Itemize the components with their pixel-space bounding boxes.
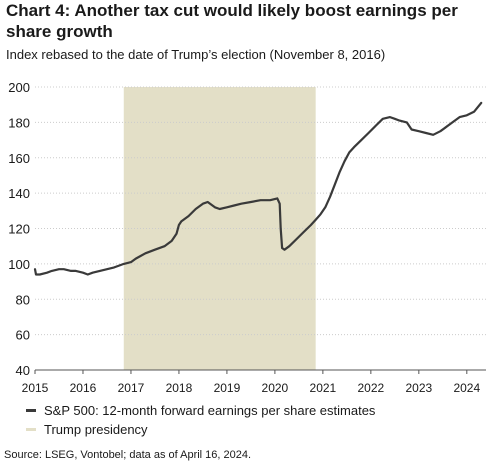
x-tick-label-2024: 2024 <box>453 381 480 395</box>
legend-label-presidency: Trump presidency <box>44 421 148 437</box>
y-tick-label-200: 200 <box>8 80 30 95</box>
legend-item-presidency: Trump presidency <box>26 420 375 439</box>
x-tick-label-2020: 2020 <box>262 381 289 395</box>
x-tick-label-2015: 2015 <box>22 381 49 395</box>
y-tick-label-140: 140 <box>8 186 30 201</box>
x-tick-label-2023: 2023 <box>405 381 432 395</box>
chart-legend: S&P 500: 12-month forward earnings per s… <box>26 401 375 439</box>
x-tick-label-2017: 2017 <box>118 381 145 395</box>
y-tick-label-100: 100 <box>8 257 30 272</box>
y-tick-label-40: 40 <box>16 363 30 378</box>
y-tick-label-60: 60 <box>16 328 30 343</box>
chart-subtitle: Index rebased to the date of Trump’s ele… <box>6 47 386 62</box>
y-tick-label-180: 180 <box>8 115 30 130</box>
y-tick-label-120: 120 <box>8 222 30 237</box>
y-tick-label-80: 80 <box>16 292 30 307</box>
chart-title: Chart 4: Another tax cut would likely bo… <box>6 1 458 41</box>
x-tick-label-2018: 2018 <box>166 381 193 395</box>
line-chart: 40 60 80 100 120 140 160 180 200 2015 2016 2017 2018… <box>8 80 486 395</box>
x-tick-label-2019: 2019 <box>214 381 241 395</box>
legend-label-series: S&P 500: 12-month forward earnings per s… <box>44 402 376 418</box>
legend-band-swatch <box>26 428 36 431</box>
x-tick-label-2021: 2021 <box>310 381 337 395</box>
legend-line-swatch <box>26 409 36 412</box>
y-tick-label-160: 160 <box>8 151 30 166</box>
x-tick-label-2016: 2016 <box>70 381 97 395</box>
source-note: Source: LSEG, Vontobel; data as of April… <box>4 449 252 461</box>
legend-item-series: S&P 500: 12-month forward earnings per s… <box>26 401 375 420</box>
series-line-0 <box>33 101 483 276</box>
x-tick-label-2022: 2022 <box>357 381 384 395</box>
